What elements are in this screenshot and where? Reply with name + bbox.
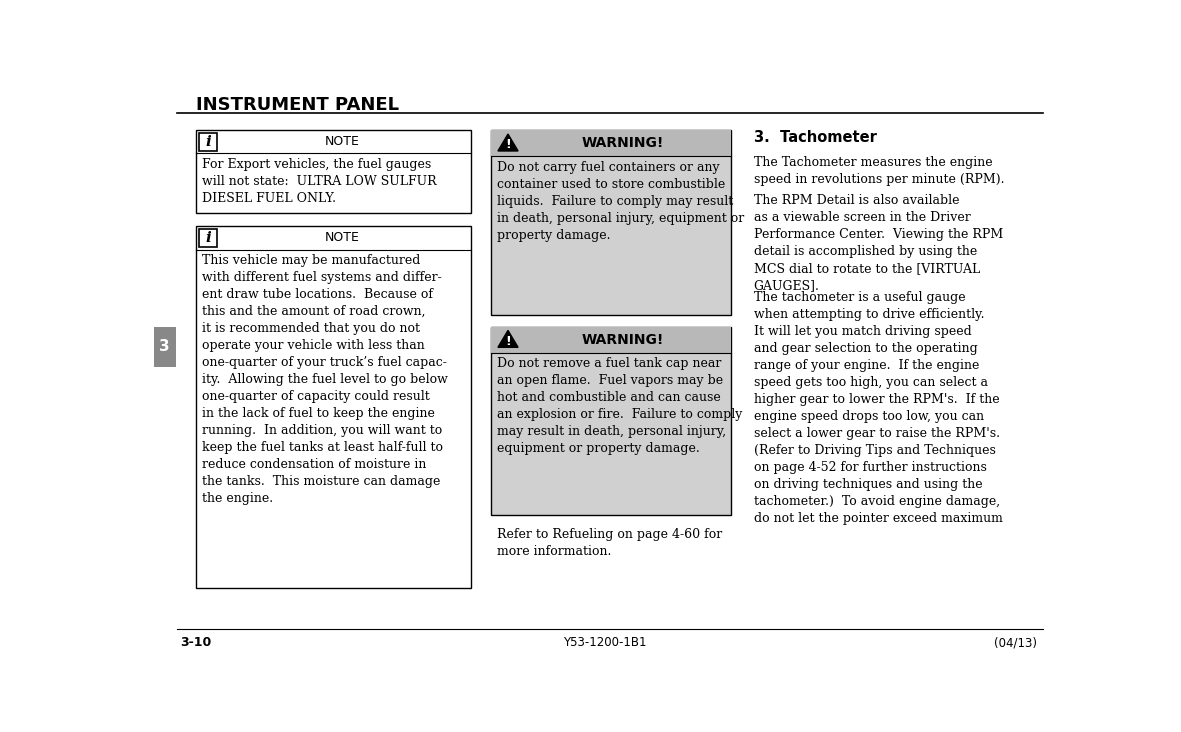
Polygon shape — [498, 330, 518, 347]
Bar — [154, 326, 176, 367]
Bar — [196, 130, 471, 213]
Text: NOTE: NOTE — [325, 231, 360, 244]
Bar — [198, 132, 217, 151]
Text: i: i — [205, 135, 211, 149]
Text: 3-10: 3-10 — [181, 636, 211, 649]
Bar — [491, 130, 731, 315]
Bar — [196, 226, 471, 589]
Text: Y53-1200-1B1: Y53-1200-1B1 — [563, 636, 647, 649]
Text: (04/13): (04/13) — [994, 636, 1037, 649]
Text: Refer to Refueling on page 4-60 for
more information.: Refer to Refueling on page 4-60 for more… — [497, 529, 723, 559]
Bar — [491, 130, 731, 157]
Text: For Export vehicles, the fuel gauges
will not state:  ULTRA LOW SULFUR
DIESEL FU: For Export vehicles, the fuel gauges wil… — [202, 158, 437, 205]
Text: WARNING!: WARNING! — [581, 136, 664, 150]
Text: Do not remove a fuel tank cap near
an open flame.  Fuel vapors may be
hot and co: Do not remove a fuel tank cap near an op… — [497, 357, 743, 455]
Text: The tachometer is a useful gauge
when attempting to drive efficiently.
It will l: The tachometer is a useful gauge when at… — [753, 291, 1003, 525]
Bar — [491, 326, 731, 515]
Text: The Tachometer measures the engine
speed in revolutions per minute (RPM).: The Tachometer measures the engine speed… — [753, 156, 1004, 186]
Text: 3: 3 — [159, 339, 170, 354]
Text: This vehicle may be manufactured
with different fuel systems and differ-
ent dra: This vehicle may be manufactured with di… — [202, 254, 448, 505]
Text: The RPM Detail is also available
as a viewable screen in the Driver
Performance : The RPM Detail is also available as a vi… — [753, 194, 1003, 292]
Text: INSTRUMENT PANEL: INSTRUMENT PANEL — [196, 96, 399, 113]
Text: 3.  Tachometer: 3. Tachometer — [753, 130, 876, 145]
Bar — [198, 228, 217, 247]
Text: i: i — [205, 231, 211, 245]
Text: WARNING!: WARNING! — [581, 332, 664, 347]
Text: !: ! — [505, 138, 511, 152]
Bar — [491, 326, 731, 353]
Text: Do not carry fuel containers or any
container used to store combustible
liquids.: Do not carry fuel containers or any cont… — [497, 161, 744, 242]
Text: NOTE: NOTE — [325, 135, 360, 149]
Text: !: ! — [505, 335, 511, 348]
Polygon shape — [498, 134, 518, 151]
